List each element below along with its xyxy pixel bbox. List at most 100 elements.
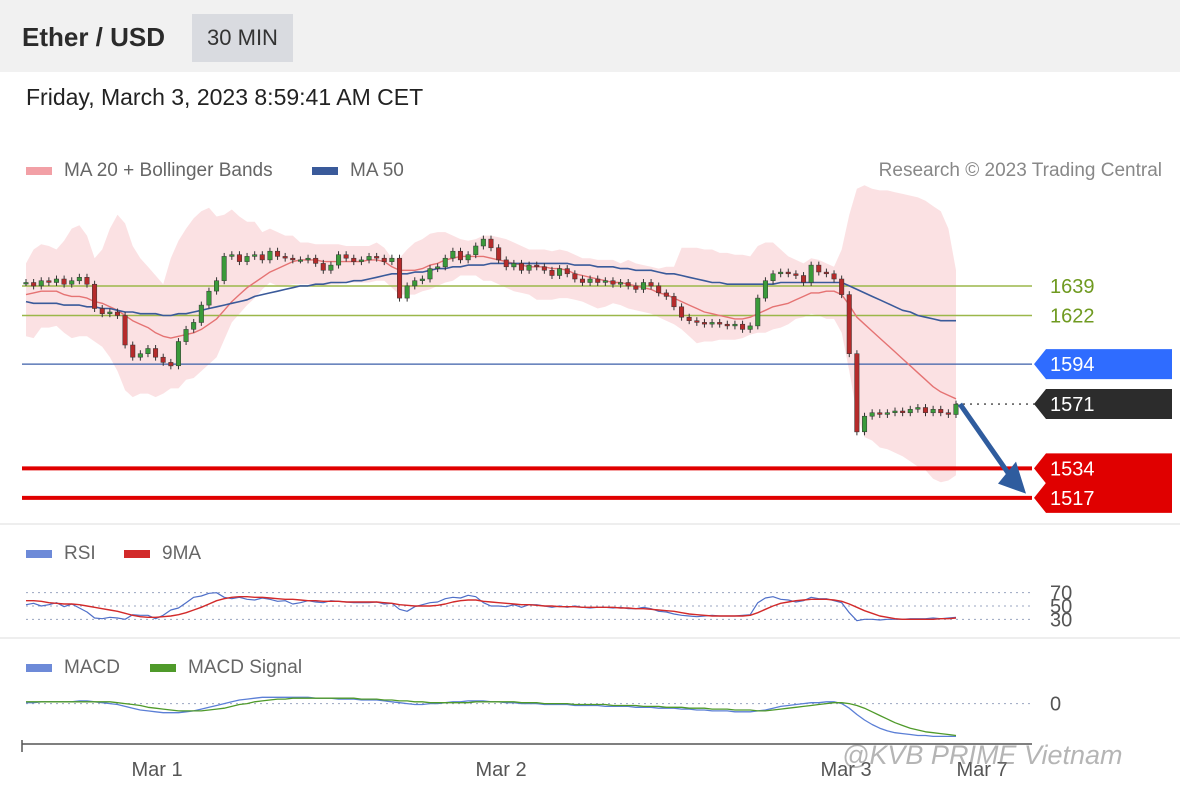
candle-body: [869, 412, 875, 417]
candle-body: [84, 277, 90, 285]
candle-body: [686, 316, 692, 321]
candle-body: [31, 282, 37, 287]
header-bar: Ether / USD 30 MIN: [0, 0, 1180, 72]
candle-body: [457, 250, 463, 261]
candle-body: [381, 257, 387, 262]
candle-body: [130, 344, 136, 358]
candle-body: [206, 290, 212, 306]
candle-body: [694, 320, 700, 323]
level-tag-shape: [1034, 349, 1172, 380]
ma50-legend-label: MA 50: [350, 160, 404, 181]
candle-body: [633, 285, 639, 290]
candle-body: [435, 266, 441, 269]
candle-body: [465, 254, 471, 261]
x-tick-label: Mar 2: [475, 759, 526, 781]
candle-body: [442, 257, 448, 268]
candle-body: [526, 264, 532, 271]
level-tag-label: 1639: [1050, 276, 1095, 298]
ma20-legend-label: MA 20 + Bollinger Bands: [64, 160, 273, 181]
bollinger-band-area: [26, 185, 956, 483]
level-tag-shape: [1034, 389, 1172, 420]
candle-body: [579, 278, 585, 283]
candle-body: [846, 294, 852, 354]
rsi-tick-30: 30: [1050, 609, 1072, 631]
level-tag-1517: 1517: [1034, 482, 1172, 513]
legend-ma50: MA 50: [312, 160, 404, 182]
candle-body: [862, 415, 868, 433]
macd-tick-0: 0: [1050, 694, 1061, 716]
candle-body: [907, 409, 913, 414]
candle-body: [145, 348, 151, 354]
candle-body: [404, 285, 410, 299]
candle-body: [168, 362, 174, 367]
candle-body: [175, 341, 181, 367]
level-tag-label: 1622: [1050, 305, 1095, 327]
rsi-line: [25, 592, 957, 622]
candle-body: [419, 278, 425, 281]
macd-signal-line: [26, 697, 957, 737]
candle-body: [450, 250, 456, 259]
candle-body: [488, 238, 494, 249]
candle-body: [23, 282, 29, 285]
candle-body: [877, 412, 883, 415]
candle-body: [938, 409, 944, 414]
candle-body: [412, 280, 418, 287]
candle-body: [778, 271, 784, 275]
candle-body: [69, 280, 75, 285]
x-tick-label: Mar 7: [956, 759, 1007, 781]
candle-body: [549, 270, 555, 276]
candle-body: [900, 410, 906, 413]
rsi-swatch: [26, 549, 52, 558]
candle-body: [625, 282, 631, 287]
rsi-ma-legend-label: 9MA: [162, 543, 202, 564]
candle-body: [221, 256, 227, 281]
candle-body: [427, 268, 433, 280]
candle-body: [755, 297, 761, 327]
candle-body: [740, 323, 746, 330]
candle-body: [709, 322, 715, 325]
forecast-arrow-shaft: [957, 402, 1013, 478]
macd-signal-swatch: [150, 663, 176, 672]
candle-body: [557, 268, 563, 276]
candle-body: [282, 256, 288, 259]
legend-rsi: RSI: [26, 543, 96, 565]
candle-body: [290, 257, 296, 261]
candle-body: [823, 271, 829, 275]
candle-body: [770, 273, 776, 281]
candle-body: [953, 403, 959, 415]
chart-datetime: Friday, March 3, 2023 8:59:41 AM CET: [26, 84, 424, 110]
candle-body: [374, 256, 380, 259]
candle-body: [915, 407, 921, 410]
legend-macd: MACD: [26, 657, 120, 679]
candle-body: [275, 250, 281, 257]
rsi-ma-swatch: [124, 549, 150, 558]
candle-body: [816, 264, 822, 273]
candle-body: [160, 356, 166, 363]
candle-body: [572, 273, 578, 280]
candle-body: [648, 282, 654, 287]
candle-body: [945, 412, 951, 415]
level-tag-label: 1517: [1050, 488, 1095, 510]
legend-ma20: MA 20 + Bollinger Bands: [26, 160, 273, 182]
timeframe-button[interactable]: 30 MIN: [192, 14, 293, 62]
candle-body: [564, 268, 570, 275]
candle-body: [244, 256, 250, 262]
candle-body: [785, 271, 791, 275]
level-tag-1571: 1571: [1034, 389, 1172, 420]
candle-body: [153, 348, 159, 358]
candle-body: [656, 285, 662, 294]
candle-body: [229, 254, 235, 257]
candle-body: [747, 325, 753, 330]
candle-body: [366, 256, 372, 261]
candle-body: [595, 278, 601, 283]
candle-body: [602, 280, 608, 283]
candle-body: [99, 308, 105, 314]
level-tag-label: 1571: [1050, 394, 1095, 416]
candle-body: [343, 254, 349, 259]
candle-body: [137, 353, 143, 358]
candle-body: [503, 259, 509, 268]
candle-body: [717, 322, 723, 325]
candle-body: [679, 306, 685, 318]
level-tag-label: 1594: [1050, 354, 1095, 376]
